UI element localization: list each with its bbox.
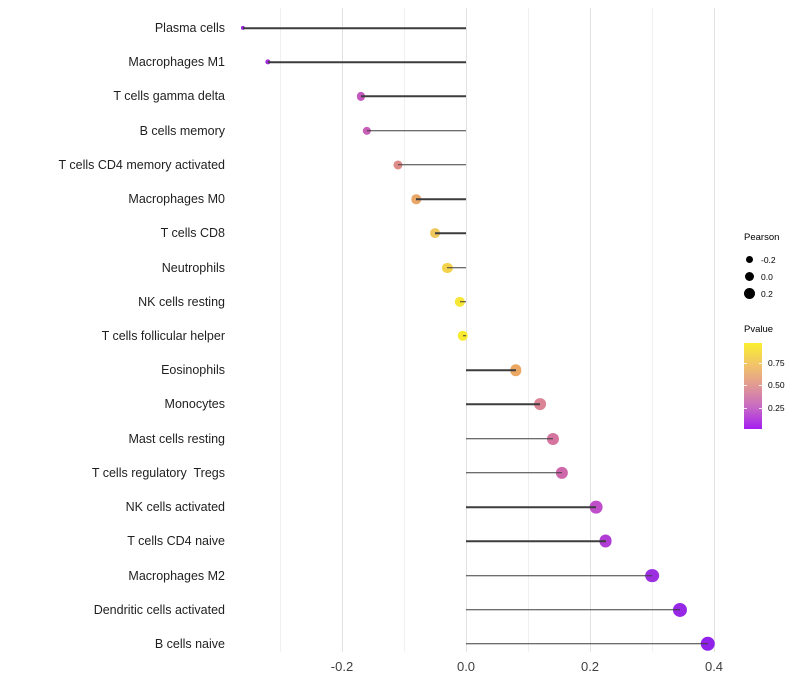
legend-color-title: Pvalue: [744, 324, 774, 335]
gridline-major: [589, 8, 591, 652]
lollipop-stem: [466, 472, 563, 474]
x-tick-label: -0.2: [330, 659, 354, 674]
gridline-minor: [279, 8, 281, 652]
data-point: [546, 432, 559, 445]
gridline-major: [713, 8, 715, 652]
lollipop-stem: [459, 301, 466, 303]
lollipop-stem: [447, 266, 466, 269]
legend-size-dot-small: [745, 256, 753, 263]
data-point: [599, 534, 612, 548]
lollipop-stem: [466, 403, 541, 406]
y-axis-label: Eosinophils: [161, 362, 225, 377]
colorbar-tick: [744, 408, 747, 410]
lollipop-stem: [416, 198, 466, 200]
pvalue-colorbar: 0.75 0.50 0.25: [744, 343, 800, 429]
lollipop-stem: [397, 164, 466, 166]
y-axis-label: Macrophages M2: [128, 568, 225, 583]
lollipop-stem: [466, 369, 516, 371]
colorbar-tick: [744, 385, 747, 387]
lollipop-stem: [462, 335, 466, 337]
gridline-minor: [527, 8, 529, 652]
lollipop-stem: [366, 129, 466, 132]
colorbar-tick: [744, 363, 747, 365]
data-point: [589, 500, 603, 514]
y-axis-label: Macrophages M0: [128, 191, 225, 206]
gridline-minor: [651, 8, 653, 652]
colorbar-tick: [759, 408, 762, 410]
y-axis-label: Macrophages M1: [128, 54, 225, 69]
data-point: [645, 568, 659, 583]
y-axis-label: Plasma cells: [154, 20, 225, 35]
y-axis-label: Mast cells resting: [128, 431, 225, 446]
legend-size-label: -0.2: [761, 254, 776, 265]
legend-size-title: Pearson: [744, 232, 780, 243]
data-point: [534, 398, 547, 411]
data-point: [672, 602, 687, 617]
legend-size-dot-medium: [744, 272, 754, 281]
lollipop-stem: [466, 437, 553, 440]
lollipop-stem: [267, 61, 466, 63]
legend-size-label: 0.2: [761, 288, 773, 299]
colorbar-tick: [759, 385, 762, 387]
x-tick-label: 0.0: [456, 659, 476, 674]
colorbar-tick: [759, 363, 762, 365]
gridline-major: [341, 8, 343, 652]
legend-size-label: 0.0: [761, 271, 773, 282]
gridline-minor: [403, 8, 405, 652]
legend-size-entry: 0.2: [742, 285, 800, 302]
lollipop-stem: [435, 232, 466, 235]
gridline-major: [465, 8, 467, 652]
y-axis-label: Dendritic cells activated: [93, 602, 225, 617]
colorbar-label: 0.25: [768, 403, 785, 414]
x-tick-label: 0.4: [704, 659, 724, 674]
lollipop-stem: [466, 574, 652, 577]
y-axis-label: T cells CD8: [160, 226, 225, 241]
y-axis-label: B cells naive: [154, 636, 225, 651]
lollipop-stem: [466, 608, 680, 611]
lollipop-stem: [466, 540, 606, 543]
legend-size-entry: 0.0: [742, 268, 800, 285]
legend: Pearson -0.2 0.0 0.2 Pvalue 0.75 0.50 0.…: [742, 232, 800, 429]
lollipop-stem: [466, 506, 597, 508]
y-axis-label: T cells follicular helper: [101, 328, 225, 343]
lollipop-stem: [360, 95, 466, 98]
legend-size-dot-large: [743, 288, 755, 299]
colorbar-label: 0.50: [768, 380, 785, 391]
x-tick-label: 0.2: [580, 659, 600, 674]
y-axis-label: B cells memory: [139, 123, 225, 138]
lollipop-stem: [242, 27, 466, 29]
y-axis-label: T cells regulatory Tregs: [91, 465, 225, 480]
y-axis-label: Neutrophils: [161, 260, 225, 275]
legend-size-entry: -0.2: [742, 251, 800, 268]
y-axis-label: T cells CD4 memory activated: [58, 157, 226, 172]
lollipop-stem: [466, 643, 708, 645]
y-axis-label: NK cells activated: [125, 499, 225, 514]
data-point: [700, 636, 716, 652]
data-point: [509, 364, 522, 376]
y-axis-label: T cells gamma delta: [113, 89, 225, 104]
colorbar-label: 0.75: [768, 358, 785, 369]
colorbar-gradient: [744, 343, 762, 429]
data-point: [555, 466, 569, 479]
y-axis-label: T cells CD4 naive: [127, 534, 225, 549]
y-axis-label: NK cells resting: [138, 294, 225, 309]
y-axis-label: Monocytes: [164, 397, 225, 412]
